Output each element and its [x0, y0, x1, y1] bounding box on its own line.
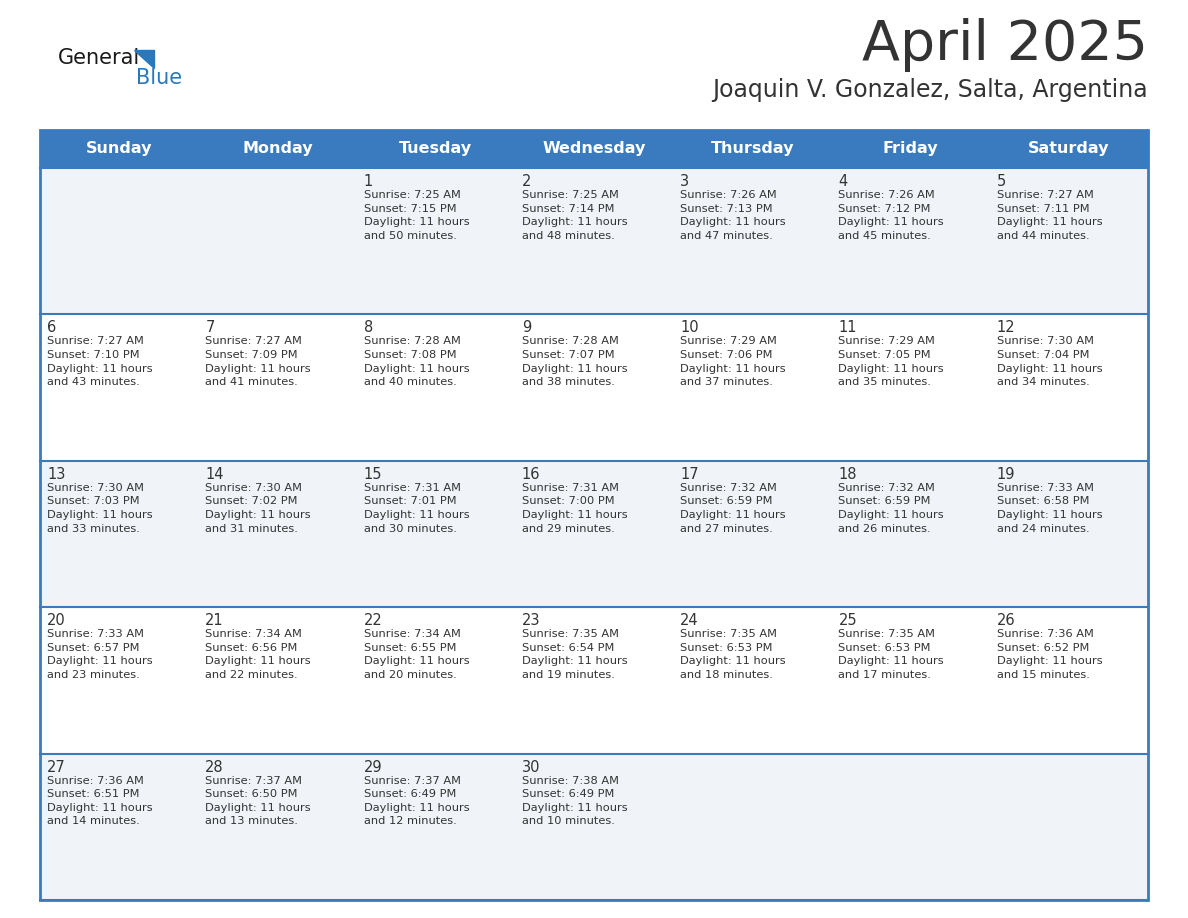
Text: 26: 26 [997, 613, 1016, 628]
Text: 7: 7 [206, 320, 215, 335]
Text: 5: 5 [997, 174, 1006, 189]
Text: 15: 15 [364, 466, 383, 482]
Polygon shape [134, 50, 154, 68]
Text: Friday: Friday [883, 141, 939, 156]
Text: 9: 9 [522, 320, 531, 335]
Text: 4: 4 [839, 174, 848, 189]
Text: 11: 11 [839, 320, 857, 335]
Text: Sunrise: 7:30 AM
Sunset: 7:02 PM
Daylight: 11 hours
and 31 minutes.: Sunrise: 7:30 AM Sunset: 7:02 PM Dayligh… [206, 483, 311, 533]
Text: 13: 13 [48, 466, 65, 482]
Text: Sunrise: 7:27 AM
Sunset: 7:09 PM
Daylight: 11 hours
and 41 minutes.: Sunrise: 7:27 AM Sunset: 7:09 PM Dayligh… [206, 336, 311, 387]
Bar [990, 130, 1148, 168]
Text: 19: 19 [997, 466, 1016, 482]
Text: Sunrise: 7:36 AM
Sunset: 6:51 PM
Daylight: 11 hours
and 14 minutes.: Sunrise: 7:36 AM Sunset: 6:51 PM Dayligh… [48, 776, 152, 826]
Text: Monday: Monday [242, 141, 312, 156]
Text: Sunrise: 7:31 AM
Sunset: 7:01 PM
Daylight: 11 hours
and 30 minutes.: Sunrise: 7:31 AM Sunset: 7:01 PM Dayligh… [364, 483, 469, 533]
Bar [40, 168, 1148, 314]
Text: 6: 6 [48, 320, 56, 335]
Text: April 2025: April 2025 [862, 18, 1148, 72]
Text: Sunrise: 7:26 AM
Sunset: 7:13 PM
Daylight: 11 hours
and 47 minutes.: Sunrise: 7:26 AM Sunset: 7:13 PM Dayligh… [681, 190, 785, 241]
Text: 21: 21 [206, 613, 223, 628]
Text: 3: 3 [681, 174, 689, 189]
Text: Sunrise: 7:33 AM
Sunset: 6:58 PM
Daylight: 11 hours
and 24 minutes.: Sunrise: 7:33 AM Sunset: 6:58 PM Dayligh… [997, 483, 1102, 533]
Text: Wednesday: Wednesday [542, 141, 646, 156]
Text: Blue: Blue [135, 68, 182, 88]
Text: Sunday: Sunday [86, 141, 152, 156]
Text: 17: 17 [681, 466, 699, 482]
Text: 20: 20 [48, 613, 65, 628]
Text: Sunrise: 7:35 AM
Sunset: 6:53 PM
Daylight: 11 hours
and 18 minutes.: Sunrise: 7:35 AM Sunset: 6:53 PM Dayligh… [681, 629, 785, 680]
Text: Sunrise: 7:26 AM
Sunset: 7:12 PM
Daylight: 11 hours
and 45 minutes.: Sunrise: 7:26 AM Sunset: 7:12 PM Dayligh… [839, 190, 944, 241]
Bar [40, 461, 1148, 607]
Bar [674, 130, 832, 168]
Text: Saturday: Saturday [1028, 141, 1110, 156]
Text: 14: 14 [206, 466, 223, 482]
Text: 1: 1 [364, 174, 373, 189]
Text: 16: 16 [522, 466, 541, 482]
Text: Sunrise: 7:37 AM
Sunset: 6:50 PM
Daylight: 11 hours
and 13 minutes.: Sunrise: 7:37 AM Sunset: 6:50 PM Dayligh… [206, 776, 311, 826]
Text: Sunrise: 7:25 AM
Sunset: 7:14 PM
Daylight: 11 hours
and 48 minutes.: Sunrise: 7:25 AM Sunset: 7:14 PM Dayligh… [522, 190, 627, 241]
Text: Sunrise: 7:31 AM
Sunset: 7:00 PM
Daylight: 11 hours
and 29 minutes.: Sunrise: 7:31 AM Sunset: 7:00 PM Dayligh… [522, 483, 627, 533]
Text: Sunrise: 7:27 AM
Sunset: 7:10 PM
Daylight: 11 hours
and 43 minutes.: Sunrise: 7:27 AM Sunset: 7:10 PM Dayligh… [48, 336, 152, 387]
Text: Sunrise: 7:35 AM
Sunset: 6:53 PM
Daylight: 11 hours
and 17 minutes.: Sunrise: 7:35 AM Sunset: 6:53 PM Dayligh… [839, 629, 944, 680]
Text: Sunrise: 7:29 AM
Sunset: 7:05 PM
Daylight: 11 hours
and 35 minutes.: Sunrise: 7:29 AM Sunset: 7:05 PM Dayligh… [839, 336, 944, 387]
Text: 23: 23 [522, 613, 541, 628]
Text: Sunrise: 7:28 AM
Sunset: 7:07 PM
Daylight: 11 hours
and 38 minutes.: Sunrise: 7:28 AM Sunset: 7:07 PM Dayligh… [522, 336, 627, 387]
Text: Sunrise: 7:33 AM
Sunset: 6:57 PM
Daylight: 11 hours
and 23 minutes.: Sunrise: 7:33 AM Sunset: 6:57 PM Dayligh… [48, 629, 152, 680]
Text: Sunrise: 7:29 AM
Sunset: 7:06 PM
Daylight: 11 hours
and 37 minutes.: Sunrise: 7:29 AM Sunset: 7:06 PM Dayligh… [681, 336, 785, 387]
Bar [198, 130, 356, 168]
Bar [514, 130, 674, 168]
Text: Joaquin V. Gonzalez, Salta, Argentina: Joaquin V. Gonzalez, Salta, Argentina [713, 78, 1148, 102]
Text: 22: 22 [364, 613, 383, 628]
Bar [356, 130, 514, 168]
Text: 28: 28 [206, 759, 223, 775]
Text: Thursday: Thursday [710, 141, 794, 156]
Text: Sunrise: 7:30 AM
Sunset: 7:04 PM
Daylight: 11 hours
and 34 minutes.: Sunrise: 7:30 AM Sunset: 7:04 PM Dayligh… [997, 336, 1102, 387]
Text: 25: 25 [839, 613, 857, 628]
Text: Sunrise: 7:27 AM
Sunset: 7:11 PM
Daylight: 11 hours
and 44 minutes.: Sunrise: 7:27 AM Sunset: 7:11 PM Dayligh… [997, 190, 1102, 241]
Text: Sunrise: 7:37 AM
Sunset: 6:49 PM
Daylight: 11 hours
and 12 minutes.: Sunrise: 7:37 AM Sunset: 6:49 PM Dayligh… [364, 776, 469, 826]
Text: Sunrise: 7:34 AM
Sunset: 6:56 PM
Daylight: 11 hours
and 22 minutes.: Sunrise: 7:34 AM Sunset: 6:56 PM Dayligh… [206, 629, 311, 680]
Bar [40, 607, 1148, 754]
Text: Sunrise: 7:25 AM
Sunset: 7:15 PM
Daylight: 11 hours
and 50 minutes.: Sunrise: 7:25 AM Sunset: 7:15 PM Dayligh… [364, 190, 469, 241]
Text: Sunrise: 7:36 AM
Sunset: 6:52 PM
Daylight: 11 hours
and 15 minutes.: Sunrise: 7:36 AM Sunset: 6:52 PM Dayligh… [997, 629, 1102, 680]
Text: Tuesday: Tuesday [399, 141, 473, 156]
Text: 24: 24 [681, 613, 699, 628]
Text: 30: 30 [522, 759, 541, 775]
Text: Sunrise: 7:32 AM
Sunset: 6:59 PM
Daylight: 11 hours
and 26 minutes.: Sunrise: 7:32 AM Sunset: 6:59 PM Dayligh… [839, 483, 944, 533]
Text: 12: 12 [997, 320, 1016, 335]
Text: 10: 10 [681, 320, 699, 335]
Text: Sunrise: 7:32 AM
Sunset: 6:59 PM
Daylight: 11 hours
and 27 minutes.: Sunrise: 7:32 AM Sunset: 6:59 PM Dayligh… [681, 483, 785, 533]
Bar [40, 314, 1148, 461]
Text: General: General [58, 48, 140, 68]
Text: 2: 2 [522, 174, 531, 189]
Bar [40, 754, 1148, 900]
Text: Sunrise: 7:34 AM
Sunset: 6:55 PM
Daylight: 11 hours
and 20 minutes.: Sunrise: 7:34 AM Sunset: 6:55 PM Dayligh… [364, 629, 469, 680]
Text: 18: 18 [839, 466, 857, 482]
Bar [40, 130, 1148, 900]
Text: 8: 8 [364, 320, 373, 335]
Bar [40, 130, 198, 168]
Text: 27: 27 [48, 759, 65, 775]
Text: Sunrise: 7:28 AM
Sunset: 7:08 PM
Daylight: 11 hours
and 40 minutes.: Sunrise: 7:28 AM Sunset: 7:08 PM Dayligh… [364, 336, 469, 387]
Text: Sunrise: 7:35 AM
Sunset: 6:54 PM
Daylight: 11 hours
and 19 minutes.: Sunrise: 7:35 AM Sunset: 6:54 PM Dayligh… [522, 629, 627, 680]
Text: Sunrise: 7:38 AM
Sunset: 6:49 PM
Daylight: 11 hours
and 10 minutes.: Sunrise: 7:38 AM Sunset: 6:49 PM Dayligh… [522, 776, 627, 826]
Text: 29: 29 [364, 759, 383, 775]
Bar [832, 130, 990, 168]
Text: Sunrise: 7:30 AM
Sunset: 7:03 PM
Daylight: 11 hours
and 33 minutes.: Sunrise: 7:30 AM Sunset: 7:03 PM Dayligh… [48, 483, 152, 533]
